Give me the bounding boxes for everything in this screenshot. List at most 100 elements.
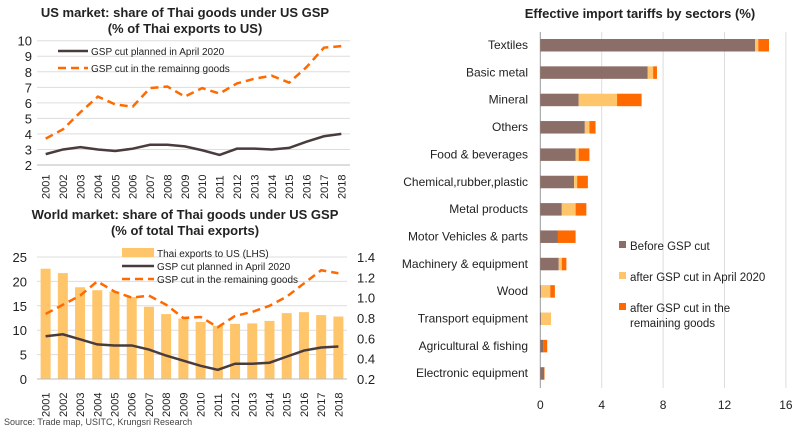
legend-swatch — [619, 241, 626, 248]
category-label: Food & beverages — [430, 147, 528, 161]
category-label: Chemical,rubber,plastic — [403, 175, 528, 189]
x-tick-label: 2010 — [197, 175, 209, 199]
legend-label: Before GSP cut — [630, 241, 710, 253]
x-tick-label: 2010 — [196, 393, 208, 417]
x-tick-label: 2014 — [265, 393, 277, 417]
x-tick-label: 2018 — [333, 393, 345, 417]
bar-segment — [617, 93, 642, 107]
bar — [109, 291, 120, 379]
legend-label: GSP cut in the remaining goods — [157, 275, 298, 286]
bar-segment — [647, 66, 654, 79]
bar-segment — [758, 39, 770, 52]
x-tick-label: 4 — [598, 398, 605, 412]
x-tick-label: 2013 — [247, 393, 259, 417]
y2-tick-label: 1.4 — [357, 250, 375, 265]
category-label: Textiles — [488, 38, 528, 52]
legend-label: after GSP cut in the remaining goods — [630, 303, 730, 330]
x-tick-label: 2011 — [213, 393, 225, 417]
bar-segment — [540, 230, 558, 243]
x-tick-label: 2004 — [92, 393, 104, 417]
chart1-subtitle: (% of Thai exports to US) — [108, 21, 263, 36]
category-label: Others — [492, 120, 528, 134]
x-tick-label: 2015 — [282, 393, 294, 417]
x-tick-label: 16 — [779, 398, 793, 412]
source-note: Source: Trade map, USITC, Krungsri Resea… — [4, 417, 193, 427]
bar-segment — [541, 285, 551, 298]
legend-label: GSP cut in the remainng goods — [91, 64, 230, 75]
x-tick-label: 2006 — [128, 175, 140, 199]
y2-tick-label: 0.4 — [357, 352, 375, 367]
x-tick-label: 2011 — [215, 175, 227, 199]
x-tick-label: 2005 — [110, 175, 122, 199]
series-line-2 — [45, 268, 339, 329]
bar — [40, 268, 51, 379]
category-label: Agricultural & fishing — [419, 339, 528, 353]
bar — [92, 290, 103, 379]
y-tick-label: 4 — [25, 127, 32, 142]
y-tick-label: 6 — [25, 96, 32, 111]
x-tick-label: 2002 — [58, 175, 70, 199]
y-tick-label: 2 — [25, 158, 32, 173]
bar-segment — [541, 312, 552, 325]
legend-label: after GSP cut in April 2020 — [630, 272, 765, 284]
y-tick-label: 5 — [25, 111, 32, 126]
x-tick-label: 2007 — [144, 393, 156, 417]
bar — [281, 313, 292, 379]
bar — [126, 297, 137, 379]
bar-segment — [584, 121, 590, 134]
bar-segment — [557, 230, 576, 243]
y-tick-label: 5 — [20, 348, 27, 363]
y-tick-label: 0 — [20, 372, 27, 387]
bar-segment — [540, 148, 576, 161]
x-tick-label: 2012 — [230, 393, 242, 417]
x-tick-label: 2008 — [161, 393, 173, 417]
legend-swatch — [122, 248, 154, 257]
bar-segment — [653, 66, 657, 79]
x-tick-label: 2007 — [145, 175, 157, 199]
x-tick-label: 12 — [718, 398, 732, 412]
y-tick-label: 15 — [13, 299, 27, 314]
y-tick-label: 20 — [13, 274, 27, 289]
x-tick-label: 2013 — [249, 175, 261, 199]
chart1-title: US market: share of Thai goods under US … — [41, 5, 330, 20]
x-tick-label: 2014 — [267, 175, 279, 199]
bar-segment — [589, 121, 596, 134]
bar — [57, 273, 68, 379]
series-line-2 — [45, 44, 342, 140]
y2-tick-label: 0.8 — [357, 311, 375, 326]
bar — [75, 287, 86, 379]
bar — [247, 323, 258, 379]
series-line-1 — [45, 132, 342, 157]
y-tick-label: 8 — [25, 65, 32, 80]
legend-label: Thai exports to US (LHS) — [157, 249, 269, 260]
bar-segment — [540, 121, 585, 134]
y-tick-label: 10 — [18, 34, 32, 49]
y-tick-label: 25 — [13, 250, 27, 265]
bar — [264, 320, 275, 379]
x-tick-label: 8 — [660, 398, 667, 412]
bar-segment — [550, 285, 555, 298]
x-tick-label: 2018 — [336, 175, 348, 199]
bar-segment — [540, 203, 562, 216]
category-label: Mineral — [489, 93, 528, 107]
x-tick-label: 2009 — [178, 393, 190, 417]
bar-segment — [540, 339, 544, 353]
y2-tick-label: 0.6 — [357, 331, 375, 346]
bar-segment — [540, 175, 575, 189]
bar-segment — [540, 285, 542, 298]
x-tick-label: 0 — [537, 398, 544, 412]
y-tick-label: 9 — [25, 49, 32, 64]
x-tick-label: 2001 — [41, 175, 53, 199]
bar-segment — [575, 148, 579, 161]
bar-segment — [578, 93, 618, 107]
bar — [178, 318, 189, 379]
x-tick-label: 2008 — [162, 175, 174, 199]
bar-segment — [755, 39, 759, 52]
legend-swatch — [619, 272, 626, 279]
bar-segment — [561, 203, 576, 216]
bar — [298, 312, 309, 379]
x-tick-label: 2005 — [110, 393, 122, 417]
x-tick-label: 2015 — [284, 175, 296, 199]
category-label: Basic metal — [466, 65, 528, 79]
bar — [230, 323, 241, 379]
